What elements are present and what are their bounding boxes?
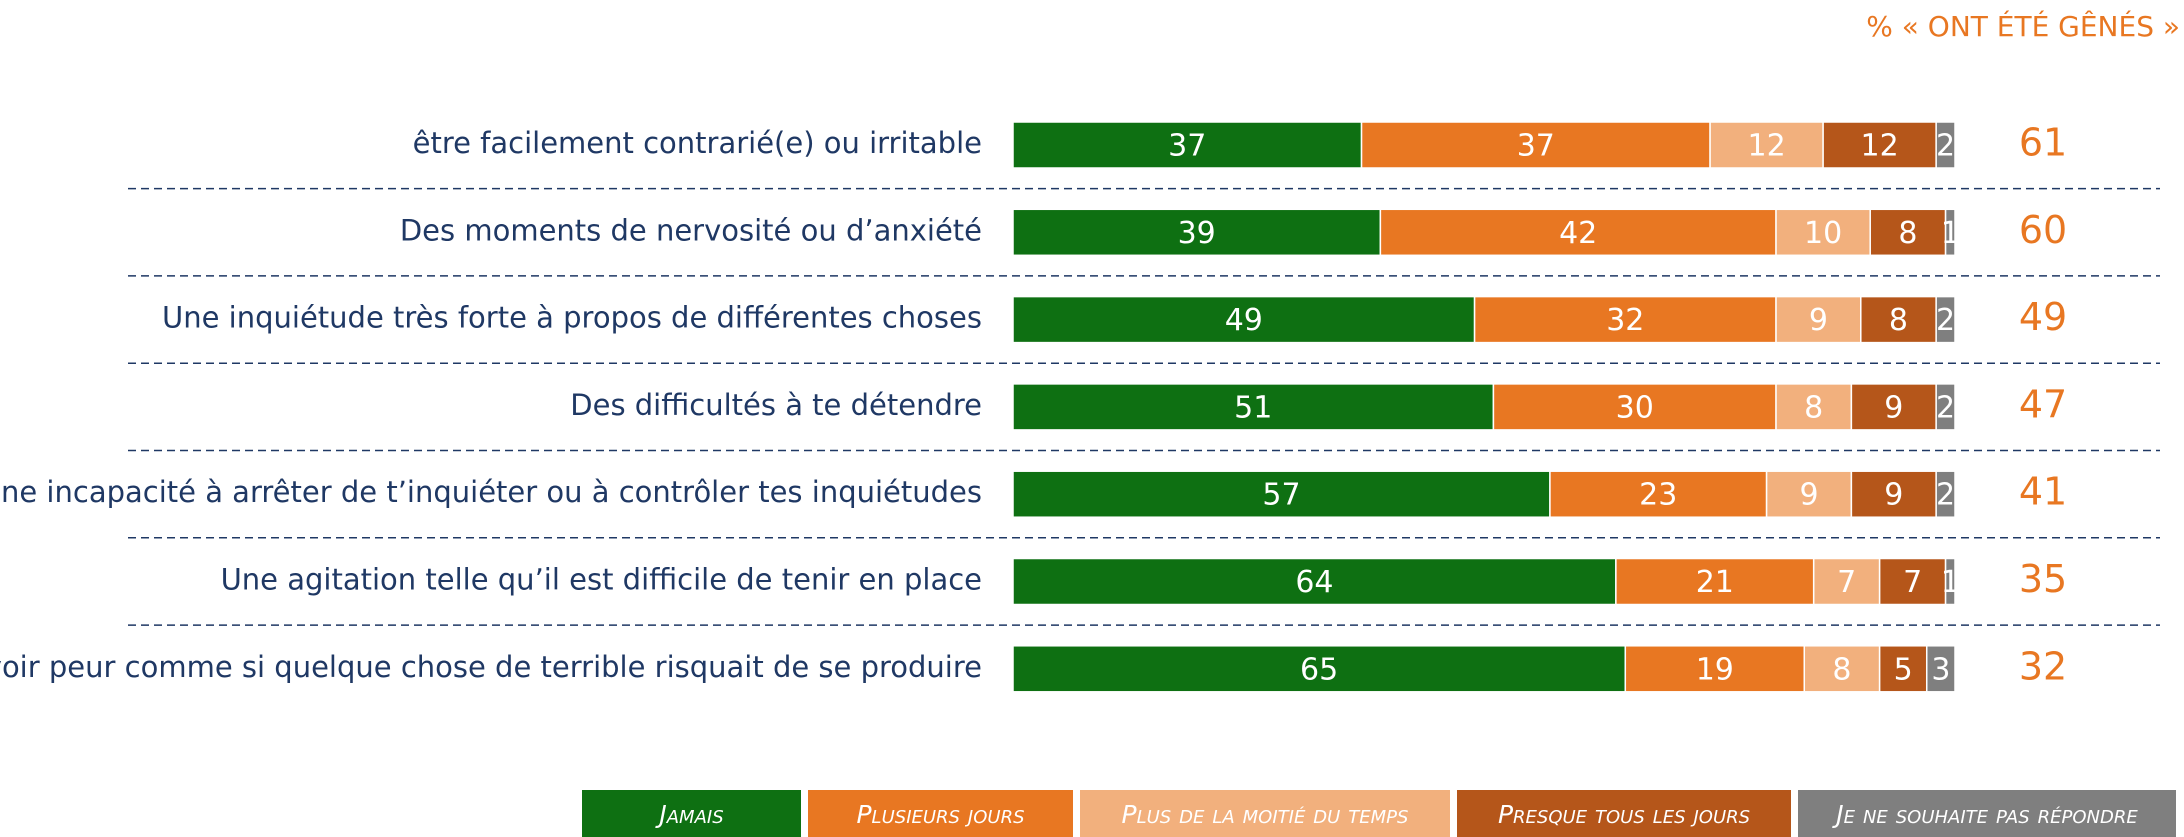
bar-segment <box>1012 208 1382 257</box>
segment-label: 5 <box>1894 652 1913 687</box>
legend-swatch <box>1080 790 1450 837</box>
segment-label: 64 <box>1295 565 1333 600</box>
segment-label: 12 <box>1861 129 1899 164</box>
bar-segment <box>1812 557 1881 606</box>
segment-label: 37 <box>1168 129 1206 164</box>
segment-label: 37 <box>1517 129 1555 164</box>
total-label: 49 <box>2019 295 2067 339</box>
legend-label: Jamais <box>654 800 723 829</box>
bar-segment <box>1935 470 1956 518</box>
segment-label: 7 <box>1837 565 1856 600</box>
bar-segment <box>1379 208 1777 257</box>
category-label: Des difficultés à te détendre <box>570 388 982 422</box>
segment-label: 1 <box>1941 565 1960 600</box>
segment-label: 10 <box>1804 216 1842 251</box>
segment-label: 2 <box>1936 129 1955 164</box>
bar-segment <box>1944 557 1956 606</box>
total-label: 61 <box>2019 121 2067 165</box>
segment-label: 65 <box>1300 652 1338 687</box>
segment-label: 39 <box>1178 216 1216 251</box>
bar-segment <box>1012 557 1617 606</box>
total-label: 32 <box>2019 644 2067 688</box>
category-label: Une agitation telle qu’il est difficile … <box>221 563 982 597</box>
header: % « ONT ÉTÉ GÊNÉS » <box>1866 9 2180 43</box>
total-label: 35 <box>2019 557 2067 601</box>
legend-label: Plus de la moitié du temps <box>1122 800 1409 829</box>
segment-label: 1 <box>1941 216 1960 251</box>
segment-label: 51 <box>1234 390 1272 425</box>
segment-label: 2 <box>1936 303 1955 338</box>
segment-label: 30 <box>1616 390 1654 425</box>
total-label: 60 <box>2019 208 2067 252</box>
total-label: 41 <box>2019 470 2067 514</box>
legend-label: Je ne souhaite pas répondre <box>1831 800 2138 829</box>
segment-label: 19 <box>1696 652 1734 687</box>
bar-segment <box>1624 645 1806 693</box>
segment-label: 2 <box>1936 478 1955 513</box>
legend-label: Presque tous les jours <box>1498 800 1750 829</box>
segment-label: 7 <box>1903 565 1922 600</box>
bar-segment <box>1860 295 1937 344</box>
bar-segment <box>1935 383 1956 431</box>
category-label: Des moments de nervosité ou d’anxiété <box>400 213 982 247</box>
segment-label: 2 <box>1936 390 1955 425</box>
bar-segment <box>1925 645 1956 693</box>
segment-label: 8 <box>1832 652 1851 687</box>
segment-label: 8 <box>1889 303 1908 338</box>
segment-label: 23 <box>1639 478 1677 513</box>
category-label: Une inquiétude très forte à propos de di… <box>162 301 982 335</box>
legend-swatch <box>808 790 1073 837</box>
legend-swatch <box>1798 790 2176 837</box>
bar-segment <box>1012 645 1627 693</box>
bar-segment <box>1935 295 1956 344</box>
category-label: Une incapacité à arrêter de t’inquiéter … <box>0 475 982 509</box>
segment-label: 12 <box>1748 129 1786 164</box>
segment-label: 8 <box>1804 390 1823 425</box>
segment-label: 42 <box>1559 216 1597 251</box>
bar-segment <box>1615 557 1815 606</box>
segment-label: 49 <box>1225 303 1263 338</box>
category-label: être facilement contrarié(e) ou irritabl… <box>413 126 982 160</box>
bar-segment <box>1012 121 1363 169</box>
segment-label: 9 <box>1884 478 1903 513</box>
segment-label: 9 <box>1884 390 1903 425</box>
segment-label: 8 <box>1898 216 1917 251</box>
bar-segment <box>1775 383 1853 431</box>
segment-label: 9 <box>1809 303 1828 338</box>
segment-label: 32 <box>1606 303 1644 338</box>
bar-segment <box>1012 383 1495 431</box>
bar-segment <box>1944 208 1956 257</box>
legend-swatch <box>582 790 801 837</box>
bar-segment <box>1878 557 1947 606</box>
legend-label: Plusieurs jours <box>856 800 1024 829</box>
bar-segment <box>1492 383 1777 431</box>
bar-segment <box>1935 121 1956 169</box>
bar-segment <box>1473 295 1777 344</box>
bar-segment <box>1709 121 1824 169</box>
total-label: 47 <box>2019 382 2067 426</box>
bar-segment <box>1360 121 1711 169</box>
legend-swatch <box>1457 790 1791 837</box>
category-label: Avoir peur comme si quelque chose de ter… <box>0 650 982 684</box>
segment-label: 57 <box>1262 478 1300 513</box>
segment-label: 9 <box>1799 478 1818 513</box>
segment-label: 3 <box>1931 652 1950 687</box>
segment-label: 21 <box>1696 565 1734 600</box>
